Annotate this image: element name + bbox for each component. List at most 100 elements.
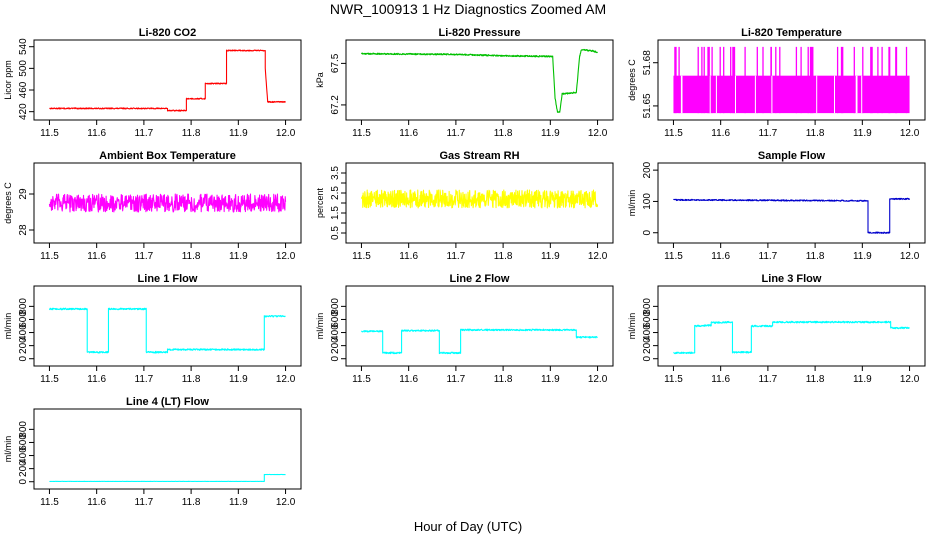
- x-tick-label: 11.5: [664, 374, 683, 385]
- x-tick-label: 12.0: [900, 128, 920, 139]
- x-tick-label: 11.6: [87, 497, 106, 508]
- y-axis-label: degrees C: [3, 182, 13, 224]
- figure-x-axis-label: Hour of Day (UTC): [414, 519, 522, 534]
- y-tick-label: 800: [330, 298, 341, 315]
- x-tick-label: 11.9: [229, 374, 248, 385]
- x-tick-label: 11.7: [759, 374, 778, 385]
- x-tick-label: 11.5: [664, 251, 683, 262]
- x-tick-label: 11.5: [352, 128, 371, 139]
- x-tick-label: 11.7: [447, 128, 466, 139]
- panel-title: Li-820 Temperature: [741, 27, 842, 39]
- y-tick-label: 28: [18, 224, 29, 236]
- x-tick-label: 11.8: [494, 374, 513, 385]
- y-tick-label: 2.5: [330, 186, 341, 200]
- x-tick-label: 11.6: [711, 128, 730, 139]
- y-tick-label: 800: [18, 421, 29, 438]
- panel-title: Line 2 Flow: [450, 273, 510, 285]
- x-tick-label: 11.5: [352, 251, 371, 262]
- panel-title: Sample Flow: [758, 150, 826, 162]
- y-tick-label: 500: [18, 60, 29, 77]
- x-tick-label: 12.0: [276, 251, 296, 262]
- series-line: [48, 193, 287, 213]
- x-tick-label: 11.7: [135, 128, 154, 139]
- panel-5: Gas Stream RH percent 11.5 11.6 11.7 11.8 11.9…: [315, 150, 614, 262]
- panel-2: Li-820 Pressure kPa 11.5 11.6 11.7 11.8 11.9 12…: [315, 27, 614, 139]
- x-tick-label: 11.8: [182, 497, 201, 508]
- series-line: [49, 49, 286, 112]
- x-tick-label: 11.8: [182, 128, 201, 139]
- x-tick-label: 11.7: [135, 497, 154, 508]
- plot-frame: [657, 39, 926, 121]
- x-tick-label: 11.8: [806, 128, 825, 139]
- x-tick-label: 11.9: [229, 128, 248, 139]
- y-tick-label: 600: [330, 311, 341, 328]
- y-tick-label: 400: [330, 324, 341, 341]
- plot-frame: [33, 162, 302, 244]
- panel-1: Li-820 CO2 Licor ppm 11.5 11.6 11.7 11.8 11.9 1…: [3, 27, 302, 139]
- y-axis-label: kPa: [315, 72, 325, 88]
- y-tick-label: 0: [330, 356, 341, 362]
- x-tick-label: 12.0: [276, 128, 296, 139]
- plot-frame: [33, 285, 302, 367]
- y-axis-label: ml/min: [315, 313, 325, 340]
- x-tick-label: 11.9: [229, 251, 248, 262]
- x-tick-label: 11.7: [759, 251, 778, 262]
- y-tick-label: 0.5: [330, 226, 341, 240]
- y-tick-label: 200: [642, 161, 653, 178]
- x-tick-label: 11.9: [541, 374, 560, 385]
- x-tick-label: 11.8: [182, 251, 201, 262]
- y-tick-label: 200: [642, 337, 653, 354]
- y-tick-label: 200: [18, 337, 29, 354]
- x-tick-label: 11.7: [135, 374, 154, 385]
- series-line: [49, 473, 286, 483]
- x-tick-label: 11.9: [853, 128, 872, 139]
- panel-title: Ambient Box Temperature: [99, 150, 236, 162]
- series-line: [48, 307, 286, 354]
- x-tick-label: 11.8: [806, 374, 825, 385]
- x-tick-label: 11.9: [541, 251, 560, 262]
- panel-4: Ambient Box Temperature degrees C 11.5 11.6…: [3, 150, 302, 262]
- panel-6: Sample Flow ml/min 11.5 11.6 11.7 11.8 11.9 12.…: [627, 150, 926, 262]
- x-tick-label: 12.0: [276, 374, 296, 385]
- x-tick-label: 11.6: [87, 128, 106, 139]
- y-tick-label: 200: [18, 460, 29, 477]
- panel-8: Line 2 Flow ml/min 11.5 11.6 11.7 11.8 11.9 12.…: [315, 273, 614, 385]
- plot-frame: [345, 285, 614, 367]
- series-gaps: [680, 75, 863, 114]
- x-tick-label: 11.9: [853, 374, 872, 385]
- y-tick-label: 0: [18, 356, 29, 362]
- x-tick-label: 12.0: [900, 374, 920, 385]
- x-tick-label: 11.6: [87, 374, 106, 385]
- y-axis-label: ml/min: [3, 436, 13, 463]
- y-tick-label: 600: [18, 434, 29, 451]
- x-tick-label: 11.6: [399, 251, 418, 262]
- plot-frame: [33, 39, 302, 121]
- panel-7: Line 1 Flow ml/min 11.5 11.6 11.7 11.8 11.9 12.…: [3, 273, 302, 385]
- x-tick-label: 11.9: [853, 251, 872, 262]
- y-axis-label: ml/min: [627, 190, 637, 217]
- y-tick-label: 400: [642, 324, 653, 341]
- x-tick-label: 11.5: [40, 251, 59, 262]
- y-tick-label: 100: [642, 193, 653, 210]
- x-tick-label: 11.6: [399, 374, 418, 385]
- panel-title: Line 3 Flow: [762, 273, 822, 285]
- y-tick-label: 29: [18, 188, 29, 200]
- y-tick-label: 67.2: [330, 95, 341, 115]
- y-tick-label: 3.5: [330, 166, 341, 180]
- y-tick-label: 67.5: [330, 53, 341, 73]
- x-tick-label: 12.0: [900, 251, 920, 262]
- y-tick-label: 600: [18, 311, 29, 328]
- series-line: [673, 320, 910, 355]
- x-tick-label: 11.6: [711, 251, 730, 262]
- y-tick-label: 600: [642, 311, 653, 328]
- y-tick-label: 0: [18, 479, 29, 485]
- panel-title: Line 1 Flow: [138, 273, 198, 285]
- panel-title: Gas Stream RH: [439, 150, 519, 162]
- x-tick-label: 11.5: [40, 374, 59, 385]
- y-tick-label: 400: [18, 324, 29, 341]
- series-line: [360, 48, 598, 113]
- panel-9: Line 3 Flow ml/min 11.5 11.6 11.7 11.8 11.9 12.…: [627, 273, 926, 385]
- figure-title: NWR_100913 1 Hz Diagnostics Zoomed AM: [330, 1, 606, 17]
- series-line: [360, 189, 599, 209]
